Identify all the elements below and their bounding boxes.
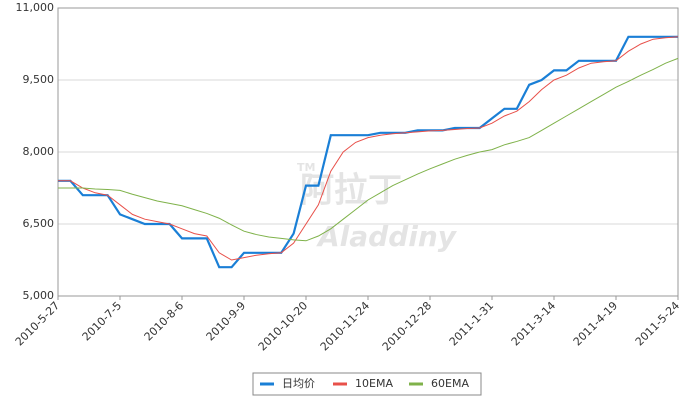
series-line [58, 36, 679, 261]
y-tick-label: 8,000 [23, 145, 55, 158]
y-tick-label: 9,500 [23, 73, 55, 86]
x-tick-label: 2011-4-19 [571, 299, 620, 348]
legend: 日均价 10EMA 60EMA [252, 372, 482, 396]
watermark: 阿拉丁 [300, 171, 402, 211]
y-tick-label: 11,000 [16, 1, 55, 14]
x-tick-label: 2011-1-31 [447, 299, 496, 348]
y-tick-label: 5,000 [23, 289, 55, 302]
y-tick-label: 6,500 [23, 217, 55, 230]
legend-label: 日均价 [282, 377, 315, 390]
watermark-sub: Aladdiny [316, 220, 458, 253]
x-tick-label: 2010-12-28 [380, 299, 434, 353]
x-tick-label: 2010-7-5 [80, 299, 125, 344]
x-tick-label: 2011-3-14 [509, 299, 558, 348]
x-tick-label: 2011-5-24 [633, 299, 682, 348]
watermark-mark: TM [297, 161, 315, 174]
x-tick-label: 2010-10-20 [256, 299, 310, 353]
legend-label: 60EMA [431, 377, 469, 390]
x-tick-label: 2010-8-6 [142, 299, 187, 344]
x-tick-label: 2010-11-24 [318, 299, 372, 353]
x-tick-label: 2010-5-27 [13, 299, 62, 348]
x-tick-label: 2010-9-9 [204, 299, 249, 344]
legend-box [252, 372, 482, 396]
legend-label: 10EMA [355, 377, 393, 390]
series-line [58, 35, 678, 269]
series-line [58, 57, 679, 242]
